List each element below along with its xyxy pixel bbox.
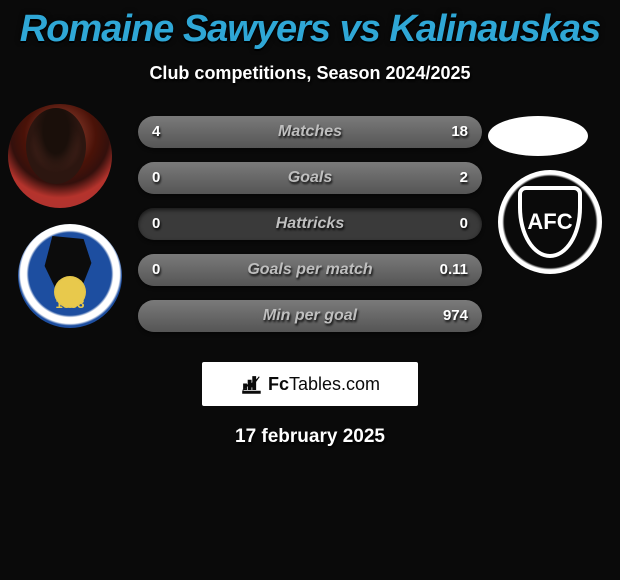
branding-text: FcTables.com: [268, 374, 380, 395]
club-left-ball-icon: [54, 276, 86, 308]
stat-row: 0Hattricks0: [138, 208, 482, 240]
club-left-badge: [18, 224, 122, 328]
stat-rows: 4Matches180Goals20Hattricks00Goals per m…: [138, 116, 482, 346]
stat-row: 0Goals2: [138, 162, 482, 194]
stat-value-right: 974: [443, 300, 468, 332]
stat-value-right: 0: [460, 208, 468, 240]
player-left-avatar: [8, 104, 112, 208]
date-label: 17 february 2025: [0, 426, 620, 448]
page-title: Romaine Sawyers vs Kalinauskas: [0, 0, 620, 51]
club-right-shield-icon: AFC: [518, 186, 582, 258]
stat-value-right: 2: [460, 162, 468, 194]
stat-label: Matches: [138, 116, 482, 148]
stat-value-right: 18: [451, 116, 468, 148]
branding-badge: FcTables.com: [202, 362, 418, 406]
stat-label: Hattricks: [138, 208, 482, 240]
comparison-area: AFC 4Matches180Goals20Hattricks00Goals p…: [0, 116, 620, 346]
stat-label: Min per goal: [138, 300, 482, 332]
stat-row: 0Goals per match0.11: [138, 254, 482, 286]
stat-label: Goals: [138, 162, 482, 194]
player-right-placeholder: [488, 116, 588, 156]
subtitle: Club competitions, Season 2024/2025: [0, 63, 620, 84]
club-right-badge: AFC: [498, 170, 602, 274]
stat-label: Goals per match: [138, 254, 482, 286]
stat-row: 4Matches18: [138, 116, 482, 148]
stat-row: Min per goal974: [138, 300, 482, 332]
stat-value-right: 0.11: [440, 254, 468, 286]
chart-icon: [240, 373, 262, 395]
